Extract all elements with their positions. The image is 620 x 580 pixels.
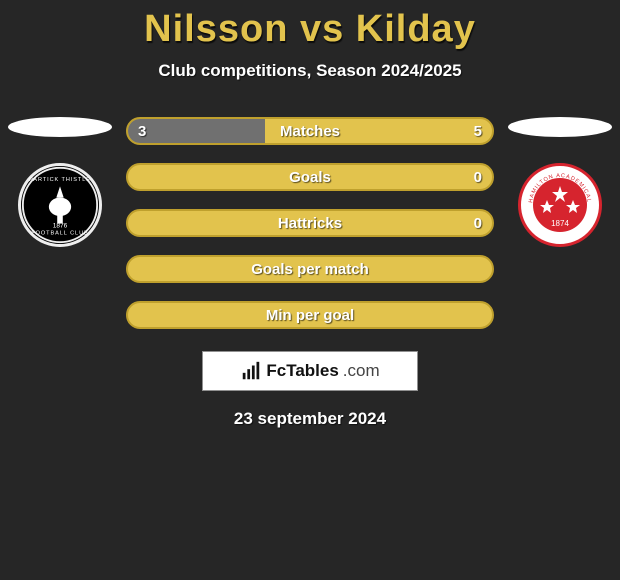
- player-silhouette-right: [508, 117, 612, 137]
- club-crest-left: PARTICK THISTLE FOOTBALL CLUB 1876: [18, 163, 102, 247]
- stat-value-right: 0: [474, 169, 482, 186]
- right-player-column: HAMILTON ACADEMICAL 1874: [508, 117, 612, 247]
- left-player-column: PARTICK THISTLE FOOTBALL CLUB 1876: [8, 117, 112, 247]
- page-subtitle: Club competitions, Season 2024/2025: [0, 61, 620, 81]
- stat-label: Goals: [128, 169, 492, 186]
- player-silhouette-left: [8, 117, 112, 137]
- club-crest-right: HAMILTON ACADEMICAL 1874: [518, 163, 602, 247]
- stat-label: Matches: [128, 123, 492, 140]
- svg-text:HAMILTON ACADEMICAL: HAMILTON ACADEMICAL: [528, 173, 592, 203]
- brand-name: FcTables: [266, 361, 338, 381]
- snapshot-date: 23 september 2024: [0, 409, 620, 429]
- stat-bar-mpg: Min per goal: [126, 301, 494, 329]
- comparison-row: PARTICK THISTLE FOOTBALL CLUB 1876 3 Mat…: [0, 117, 620, 329]
- page-title: Nilsson vs Kilday: [0, 0, 620, 51]
- stat-bar-goals: Goals 0: [126, 163, 494, 191]
- stat-bar-gpm: Goals per match: [126, 255, 494, 283]
- stat-value-right: 5: [474, 123, 482, 140]
- stat-label: Goals per match: [128, 261, 492, 278]
- crest-year-left: 1876: [53, 222, 68, 229]
- brand-box: FcTables.com: [202, 351, 418, 391]
- thistle-icon: PARTICK THISTLE FOOTBALL CLUB 1876: [21, 166, 99, 244]
- svg-text:FOOTBALL CLUB: FOOTBALL CLUB: [31, 231, 88, 237]
- stat-value-right: 0: [474, 215, 482, 232]
- bar-chart-icon: [240, 360, 262, 382]
- stat-label: Min per goal: [128, 307, 492, 324]
- stat-bar-hattricks: Hattricks 0: [126, 209, 494, 237]
- stat-bar-matches: 3 Matches 5: [126, 117, 494, 145]
- svg-text:PARTICK THISTLE: PARTICK THISTLE: [29, 177, 91, 183]
- brand-domain: .com: [343, 361, 380, 381]
- hamilton-icon: HAMILTON ACADEMICAL: [521, 166, 599, 244]
- stat-label: Hattricks: [128, 215, 492, 232]
- stat-bars-container: 3 Matches 5 Goals 0 Hattricks 0 Goals pe…: [126, 117, 494, 329]
